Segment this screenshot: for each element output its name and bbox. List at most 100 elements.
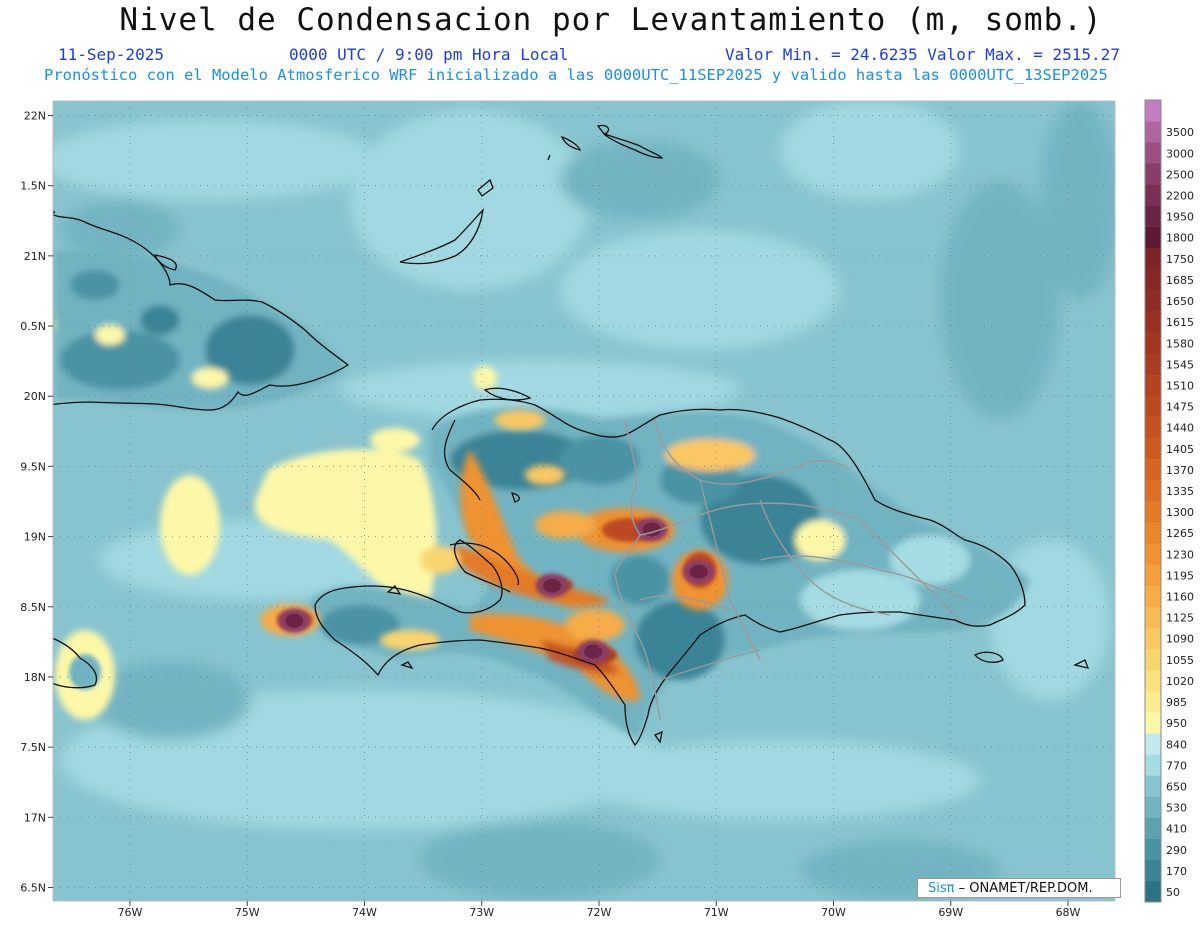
plot-frame bbox=[52, 100, 1116, 902]
y-tick-label-0: 22N bbox=[24, 110, 46, 123]
colorbar-label-4: 530 bbox=[1166, 802, 1187, 815]
colorbar-label-3: 410 bbox=[1166, 823, 1187, 836]
y-tick-label-1: 1.5N bbox=[20, 180, 46, 193]
map-title: Nivel de Condensacion por Levantamiento … bbox=[119, 2, 1103, 38]
colorbar-bin-1 bbox=[1145, 859, 1161, 882]
colorbar-label-14: 1160 bbox=[1166, 591, 1194, 604]
colorbar-bin-14 bbox=[1145, 585, 1161, 607]
colorbar-bin-12 bbox=[1145, 627, 1161, 650]
colorbar-bin-28 bbox=[1145, 289, 1161, 312]
colorbar-bin-29 bbox=[1145, 268, 1161, 291]
colorbar-label-27: 1615 bbox=[1166, 316, 1194, 329]
colorbar-bin-34 bbox=[1145, 163, 1161, 185]
colorbar-bin-2 bbox=[1145, 838, 1161, 861]
x-tick-label-0: 76W bbox=[118, 906, 143, 919]
x-tick-label-5: 71W bbox=[704, 906, 729, 919]
coastlines bbox=[53, 124, 1090, 747]
colorbar-label-24: 1510 bbox=[1166, 379, 1194, 392]
colorbar-bin-17 bbox=[1145, 522, 1161, 544]
colorbar-label-21: 1405 bbox=[1166, 443, 1194, 456]
colorbar-bin-19 bbox=[1145, 479, 1161, 502]
forecast-description: Pronóstico con el Modelo Atmosferico WRF… bbox=[44, 66, 1108, 84]
credit-text: – ONAMET/REP.DOM. bbox=[954, 881, 1093, 896]
colorbar-label-36: 3500 bbox=[1166, 126, 1194, 139]
colorbar-label-7: 840 bbox=[1166, 738, 1187, 751]
colorbar-label-31: 1800 bbox=[1166, 232, 1194, 245]
colorbar-bin-37 bbox=[1145, 100, 1161, 122]
colorbar-bin-6 bbox=[1145, 754, 1161, 776]
colorbar-bin-3 bbox=[1145, 817, 1161, 839]
colorbar-label-12: 1090 bbox=[1166, 633, 1194, 646]
hotspot-group bbox=[278, 517, 715, 664]
y-tick-label-7: 8.5N bbox=[20, 601, 46, 614]
graticule bbox=[53, 101, 1115, 901]
x-tick-label-8: 68W bbox=[1056, 906, 1081, 919]
colorbar-label-16: 1230 bbox=[1166, 548, 1194, 561]
x-tick-label-6: 70W bbox=[821, 906, 846, 919]
colorbar-bin-23 bbox=[1145, 395, 1161, 417]
colorbar-label-11: 1055 bbox=[1166, 654, 1194, 667]
colorbar-bin-15 bbox=[1145, 564, 1161, 586]
colorbar-bin-26 bbox=[1145, 332, 1161, 354]
colorbar-bin-0 bbox=[1145, 880, 1161, 903]
value-min-max: Valor Min. = 24.6235 Valor Max. = 2515.2… bbox=[725, 45, 1120, 64]
colorbar-bin-11 bbox=[1145, 648, 1161, 671]
x-tick-label-4: 72W bbox=[587, 906, 612, 919]
credit-box: Sisπ – ONAMET/REP.DOM. bbox=[917, 878, 1121, 898]
forecast-time: 0000 UTC / 9:00 pm Hora Local bbox=[289, 45, 569, 64]
colorbar-bin-7 bbox=[1145, 733, 1161, 755]
colorbar-bin-4 bbox=[1145, 796, 1161, 818]
colorbar-label-13: 1125 bbox=[1166, 612, 1194, 625]
colorbar-frame bbox=[1144, 99, 1162, 903]
colorbar-bin-33 bbox=[1145, 184, 1161, 206]
hotspot-core-2 bbox=[543, 578, 562, 593]
colorbar-label-17: 1265 bbox=[1166, 527, 1194, 540]
hotspot-core-1 bbox=[689, 564, 708, 579]
colorbar-bin-25 bbox=[1145, 353, 1161, 375]
colorbar-label-29: 1685 bbox=[1166, 274, 1194, 287]
y-tick-label-4: 20N bbox=[24, 390, 46, 403]
colorbar-bin-30 bbox=[1145, 247, 1161, 270]
colorbar-bin-31 bbox=[1145, 226, 1161, 249]
colorbar-bin-36 bbox=[1145, 121, 1161, 143]
colorbar-label-22: 1440 bbox=[1166, 422, 1194, 435]
y-tick-label-3: 0.5N bbox=[20, 320, 46, 333]
colorbar-label-20: 1370 bbox=[1166, 464, 1194, 477]
y-tick-label-6: 19N bbox=[24, 531, 46, 544]
colorbar-bin-18 bbox=[1145, 501, 1161, 523]
colorbar-label-18: 1300 bbox=[1166, 506, 1194, 519]
colorbar-bin-32 bbox=[1145, 205, 1161, 227]
colorbar-label-10: 1020 bbox=[1166, 675, 1194, 688]
colorbar-bin-20 bbox=[1145, 458, 1161, 481]
colorbar-label-19: 1335 bbox=[1166, 485, 1194, 498]
y-tick-label-8: 18N bbox=[24, 671, 46, 684]
hotspot-core-4 bbox=[285, 613, 304, 628]
x-tick-label-2: 74W bbox=[352, 906, 377, 919]
colorbar-label-26: 1580 bbox=[1166, 337, 1194, 350]
colorbar-label-33: 2200 bbox=[1166, 190, 1194, 203]
y-tick-label-5: 9.5N bbox=[20, 460, 46, 473]
y-tick-label-2: 21N bbox=[24, 250, 46, 263]
x-tick-label-7: 69W bbox=[938, 906, 963, 919]
colorbar-label-23: 1475 bbox=[1166, 401, 1194, 414]
y-axis: 22N 1.5N 21N 0.5N 20N 9.5N 19N 8.5N 18N 7.5N 17N 6.… bbox=[20, 110, 53, 894]
forecast-date: 11-Sep-2025 bbox=[58, 45, 164, 64]
y-tick-label-10: 17N bbox=[24, 811, 46, 824]
colorbar-bin-24 bbox=[1145, 374, 1161, 396]
x-tick-label-1: 75W bbox=[235, 906, 260, 919]
colorbar-label-32: 1950 bbox=[1166, 211, 1194, 224]
colorbar-label-30: 1750 bbox=[1166, 253, 1194, 266]
y-tick-label-9: 7.5N bbox=[20, 741, 46, 754]
hotspot-core-3 bbox=[584, 644, 603, 659]
colorbar-bin-22 bbox=[1145, 416, 1161, 438]
colorbar-label-2: 290 bbox=[1166, 844, 1187, 857]
colorbar-bin-9 bbox=[1145, 690, 1161, 713]
colorbar-label-25: 1545 bbox=[1166, 358, 1194, 371]
colorbar-label-15: 1195 bbox=[1166, 569, 1194, 582]
colorbar-label-6: 770 bbox=[1166, 759, 1187, 772]
colorbar-bin-21 bbox=[1145, 437, 1161, 460]
colorbar-label-35: 3000 bbox=[1166, 147, 1194, 160]
colorbar-bin-8 bbox=[1145, 712, 1161, 734]
sispi-logo-text: Sisπ bbox=[928, 881, 955, 896]
